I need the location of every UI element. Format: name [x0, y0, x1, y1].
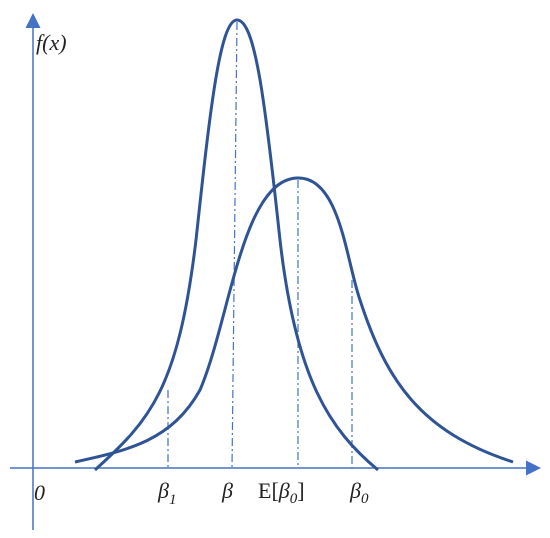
- symbol: β: [278, 478, 290, 503]
- x-label: β1: [157, 478, 176, 508]
- subscript: 1: [169, 492, 177, 508]
- x-label: β: [221, 478, 233, 503]
- suffix: ]: [297, 478, 304, 503]
- symbol: β: [349, 478, 361, 503]
- origin-label: 0: [34, 480, 45, 505]
- x-label: E[β0]: [258, 478, 305, 507]
- y-axis-label: f(x): [36, 30, 67, 55]
- x-label: β0: [349, 478, 369, 507]
- subscript: 0: [290, 491, 298, 507]
- wide-curve: [74, 176, 514, 464]
- symbol: β: [157, 478, 169, 503]
- guide-line: [231, 21, 238, 469]
- prefix: E[: [258, 478, 279, 503]
- subscript: 0: [361, 491, 369, 507]
- narrow-curve: [93, 18, 379, 472]
